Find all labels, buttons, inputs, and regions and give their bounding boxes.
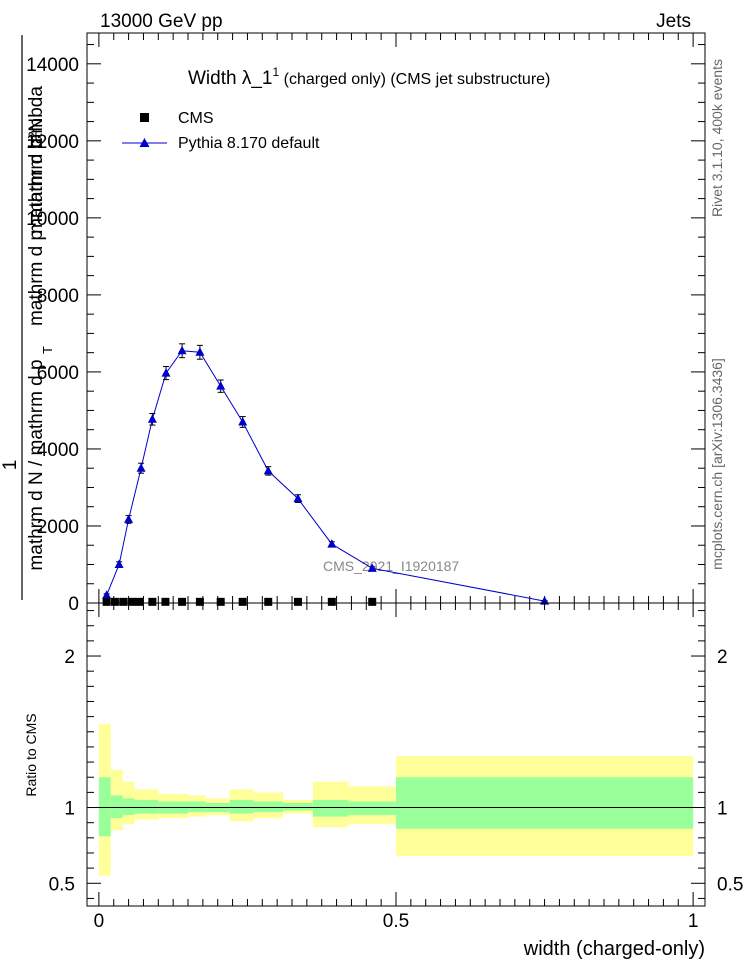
main-x-ticks	[98, 33, 694, 603]
ylabel-subscript: T	[40, 346, 55, 354]
ratio-inner-band	[122, 798, 135, 816]
ratio-inner-band	[253, 801, 284, 813]
x-tick-label: 0.5	[383, 911, 409, 932]
ratio-x-ticks	[98, 603, 694, 906]
pythia-point	[540, 596, 550, 605]
ratio-y-tick-label: 1	[64, 799, 75, 820]
cms-point	[293, 597, 302, 606]
pythia-point	[177, 345, 187, 355]
legend-pythia-label: Pythia 8.170 default	[178, 135, 320, 152]
header-left: 13000 GeV pp	[100, 11, 223, 32]
cms-point	[102, 597, 111, 606]
ratio-inner-band	[134, 799, 159, 814]
cms-point	[161, 597, 170, 606]
ratio-y-axis-label: Ratio to CMS	[23, 713, 39, 796]
ratio-bands	[98, 724, 694, 876]
pythia-point	[238, 416, 248, 426]
ratio-inner-band	[98, 777, 111, 837]
pythia-point	[367, 563, 377, 572]
ratio-inner-band	[396, 777, 694, 829]
pythia-series-points	[102, 343, 550, 605]
pythia-point	[195, 347, 205, 356]
mcplots-credit-label: mcplots.cern.ch [arXiv:1306.3436]	[709, 358, 725, 570]
cms-point	[238, 597, 247, 606]
main-y-tick-label: 0	[68, 594, 79, 615]
pythia-point	[327, 539, 337, 548]
cms-point	[264, 597, 273, 606]
main-y-tick-label: 6000	[37, 363, 79, 384]
main-y-tick-label: 10000	[26, 209, 79, 230]
cms-point	[110, 597, 119, 606]
ylabel-bottom: mathrm d N / mathrm d p	[26, 359, 47, 570]
pythia-point	[136, 463, 146, 472]
ratio-y-tick-label-right: 0.5	[717, 874, 743, 895]
legend-pythia-marker	[139, 138, 150, 147]
pythia-point	[124, 514, 134, 523]
ratio-inner-band	[188, 801, 206, 813]
cms-series-points	[102, 597, 377, 606]
main-y-tick-labels: 0 2000 4000 6000 8000 10000 12000 14000	[26, 55, 79, 615]
cms-point	[148, 597, 157, 606]
main-y-tick-label: 4000	[37, 440, 79, 461]
ratio-y-tick-label-right: 2	[717, 647, 728, 668]
ratio-y-tick-label: 0.5	[49, 874, 75, 895]
pythia-point	[102, 590, 112, 599]
ratio-plot-frame	[86, 602, 706, 907]
ylabel-fragment-1: mathrm d²N	[26, 118, 47, 218]
ratio-inner-band	[283, 802, 313, 811]
ratio-y-tick-label: 2	[64, 647, 75, 668]
main-y-axis-label: mathrm d²N mathrm d p mathrm d lambda T …	[0, 35, 55, 600]
x-axis-label: width (charged-only)	[523, 938, 705, 960]
ratio-y-tick-labels: 0.5 0.5 1 1 2 2	[49, 647, 744, 895]
main-y-tick-label: 12000	[26, 132, 79, 153]
cms-point	[127, 597, 136, 606]
header-right: Jets	[656, 11, 691, 32]
title-main: Width λ_11 (charged only) (CMS jet subst…	[188, 65, 550, 89]
pythia-point	[263, 465, 273, 475]
ratio-y-tick-label-right: 1	[717, 799, 728, 820]
analysis-watermark: CMS_2021_I1920187	[323, 558, 459, 574]
chart-title: Width λ_11 (charged only) (CMS jet subst…	[188, 65, 550, 89]
ratio-inner-band	[312, 799, 349, 817]
x-tick-label: 0	[94, 911, 105, 932]
ratio-inner-band	[348, 801, 396, 816]
main-y-tick-label: 2000	[37, 517, 79, 538]
pythia-point	[216, 381, 226, 390]
x-tick-label: 1	[688, 911, 699, 932]
cms-point	[327, 597, 336, 606]
cms-point	[216, 597, 225, 606]
ratio-inner-band	[229, 799, 254, 814]
pythia-point	[161, 368, 171, 377]
rivet-version-label: Rivet 3.1.10, 400k events	[709, 59, 725, 217]
legend-cms-label: CMS	[178, 110, 214, 127]
legend: CMS Pythia 8.170 default	[122, 110, 320, 152]
main-y-tick-label: 14000	[26, 55, 79, 76]
cms-point	[368, 597, 377, 606]
ylabel-one: 1	[0, 460, 21, 471]
main-y-tick-label: 8000	[37, 286, 79, 307]
pythia-point	[147, 414, 157, 423]
cms-point	[178, 597, 187, 606]
x-tick-labels: 0 0.5 1	[94, 911, 699, 932]
cms-point	[119, 597, 128, 606]
pythia-point	[293, 493, 303, 503]
ratio-y-ticks	[87, 610, 705, 899]
cms-point	[135, 597, 144, 606]
legend-cms-marker	[140, 113, 149, 122]
ylabel-fragment-3: mathrm d lambda	[26, 86, 47, 234]
cms-point	[195, 597, 204, 606]
ratio-inner-band	[110, 795, 123, 819]
ylabel-fragment-2: mathrm d p	[26, 230, 47, 326]
main-y-ticks	[87, 44, 705, 604]
pythia-point	[114, 559, 124, 568]
